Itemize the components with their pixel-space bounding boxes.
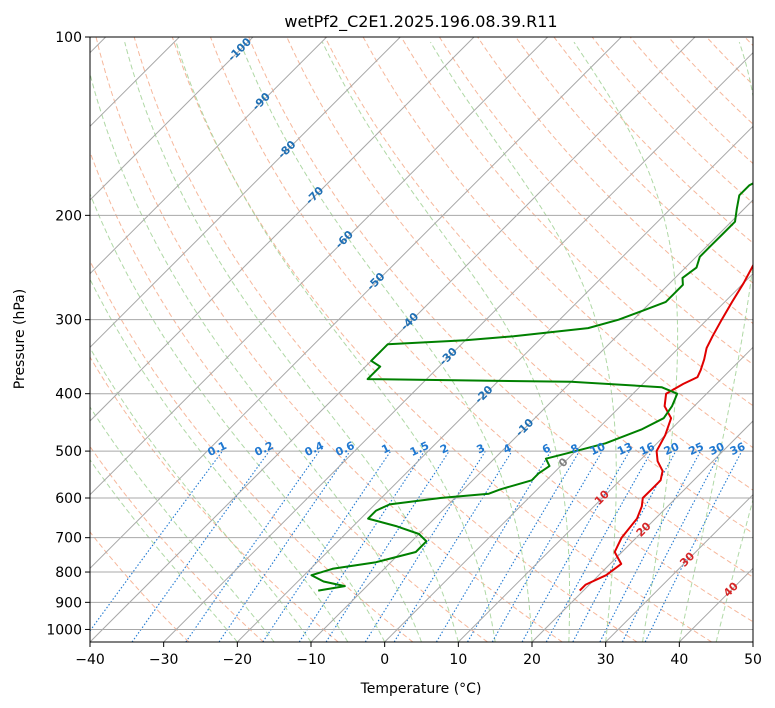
mixing-ratio-line [325,450,450,642]
isotherm-line [310,199,753,642]
dry-adiabat-line [477,37,753,325]
isotherm-line [90,37,622,570]
mixing-ratio-line [90,450,223,632]
dry-adiabat-line [90,150,488,642]
isotherm-line [457,346,753,642]
mixing-ratio-line [599,450,701,642]
mixing-ratio-label: 16 [638,440,658,458]
moist-adiabat-line [321,41,571,642]
x-tick-label: 50 [744,652,762,668]
y-tick-label: 800 [55,565,82,581]
x-tick-label: 30 [597,652,615,668]
moist-adiabat-line [678,41,753,642]
mixing-ratio-label: 36 [728,440,748,458]
isotherm-line [384,272,753,642]
dry-adiabat-line [90,259,414,642]
moist-adiabat-line [175,41,496,642]
isotherm-line [90,37,328,275]
moist-adiabat-line [90,192,386,642]
mixing-ratio-line [572,450,677,642]
x-tick-label: −10 [296,652,326,668]
y-tick-label: 300 [55,313,82,329]
plot-background [90,37,753,642]
x-tick-label: −20 [223,652,253,668]
dry-adiabat-line [324,37,753,491]
y-axis-title: Pressure (hPa) [12,289,28,389]
moist-adiabat-line [430,41,617,642]
mixing-ratio-line [545,450,653,642]
dry-adiabat-line [210,37,753,623]
x-tick-label: 0 [380,652,389,668]
mixing-ratio-line [364,450,486,642]
isotherm-line [90,37,549,496]
x-tick-label: −30 [149,652,179,668]
mixing-ratio-label: 30 [707,440,727,458]
moist-adiabat-line [239,41,533,642]
isotherm-line [605,493,753,642]
x-tick-label: −40 [75,652,105,668]
y-axis: 100 200 300 400 500 600 700 800 900 1000 [46,30,90,638]
moist-adiabat-line [90,406,275,642]
mixing-ratio-line [185,450,320,642]
moist-adiabat-line [573,41,679,642]
isotherm-line [90,37,475,422]
dry-adiabat-line [171,37,712,642]
isotherm-line [90,37,696,642]
dry-adiabat-line [133,37,638,642]
x-tick-label: 40 [670,652,688,668]
moist-adiabat-line [90,71,422,642]
mixing-ratio-line [393,450,513,642]
moist-adiabat-line [90,278,349,642]
dry-adiabat-line [400,37,753,407]
y-tick-label: 700 [55,531,82,547]
mixing-ratio-label: 25 [687,440,706,458]
mixing-ratio-line [621,450,722,642]
dry-adiabat-line [248,37,753,578]
mixing-ratio-lines [90,450,743,642]
mixing-ratio-line [131,450,270,642]
x-axis-title: Temperature (°C) [360,681,482,697]
mixing-ratio-line [298,450,425,642]
temperature-profile-line [578,263,753,592]
mixing-ratio-label: 13 [615,440,634,458]
dry-adiabat-line [591,37,753,204]
moist-adiabats [90,41,753,642]
y-tick-label: 400 [55,387,82,403]
x-tick-label: 10 [449,652,467,668]
dry-adiabat-line [95,37,563,642]
moist-adiabat-line [90,458,238,642]
isotherm-line [236,125,753,642]
dry-adiabat-line [553,37,753,244]
mixing-ratio-line [218,450,351,642]
isotherm-line [752,641,753,642]
isotherm-line [90,37,254,201]
isotherm-line [90,37,401,349]
x-tick-label: 20 [523,652,541,668]
dry-adiabat-line [438,37,753,366]
isotherm-grid [90,37,753,642]
dewpoint-profile-line [310,182,753,592]
y-tick-label: 500 [55,444,82,460]
mixing-ratio-line [435,450,552,642]
mixing-ratio-label: 20 [662,440,682,458]
mixing-ratio-line [521,450,630,642]
dry-adiabat-line [90,531,190,642]
chart-title: wetPf2_C2E1.2025.196.08.39.R11 [284,12,557,32]
y-tick-label: 900 [55,595,82,611]
moist-adiabat-line [715,497,753,642]
dry-adiabat-line [286,37,753,534]
y-tick-label: 100 [55,30,82,46]
mixing-ratio-line [644,450,743,642]
isotherm-line [531,420,753,642]
profile-series [310,182,753,592]
x-axis: −40 −30 −20 −10 0 10 20 30 40 50 [75,642,762,668]
y-tick-label: 200 [55,208,82,224]
mixing-ratio-label: 10 [588,440,608,458]
plot-frame [89,36,754,643]
mixing-ratio-line [262,450,392,642]
moist-adiabat-line [124,41,459,642]
y-tick-label: 600 [55,491,82,507]
y-tick-label: 1000 [46,622,82,638]
